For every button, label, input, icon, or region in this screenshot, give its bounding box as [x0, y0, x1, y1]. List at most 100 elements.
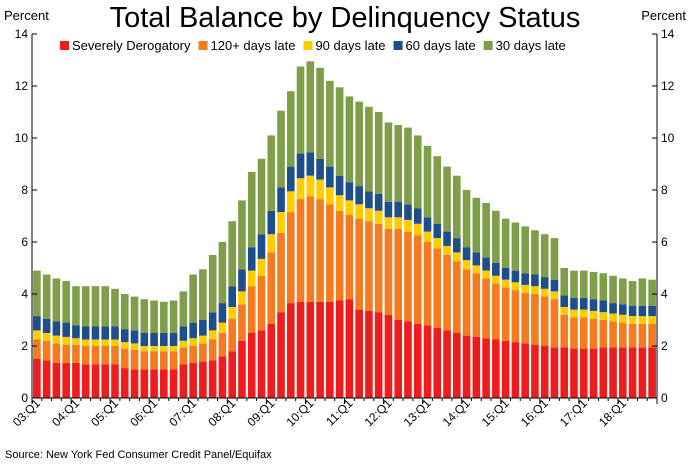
bar-08:Q3-series-4 [247, 171, 256, 248]
bar-08:Q1-series-1 [228, 318, 237, 352]
y-tick-label-right: 14 [661, 27, 675, 41]
y-tick-label-right: 0 [661, 391, 668, 405]
bar-13:Q3-series-2 [443, 245, 451, 255]
bar-17:Q2-series-3 [589, 299, 598, 311]
bar-08:Q2-series-3 [238, 269, 246, 292]
bar-12:Q2-series-0 [394, 320, 403, 398]
bar-18:Q2-series-3 [628, 305, 637, 317]
bar-13:Q3-series-4 [443, 166, 451, 232]
bar-03:Q1-series-4 [33, 270, 41, 317]
bar-05:Q2-series-1 [120, 348, 129, 369]
y-tick-label-left: 0 [21, 391, 28, 405]
bar-06:Q2-series-2 [160, 346, 168, 352]
bar-03:Q2-series-0 [42, 360, 51, 398]
bar-13:Q4-series-0 [453, 333, 461, 398]
bar-14:Q3-series-4 [482, 203, 490, 258]
x-tick-label: 05:Q1 [88, 396, 121, 429]
bar-05:Q4-series-0 [140, 369, 149, 398]
bar-16:Q2-series-4 [550, 238, 559, 280]
bar-04:Q4-series-1 [101, 346, 110, 365]
bar-17:Q1-series-3 [579, 297, 588, 310]
bar-13:Q1-series-1 [423, 242, 432, 326]
bar-16:Q3-series-2 [560, 307, 569, 315]
bar-04:Q2-series-4 [81, 286, 90, 327]
bar-18:Q3-series-2 [638, 316, 647, 324]
bar-16:Q3-series-1 [560, 314, 569, 348]
bar-03:Q1-series-3 [33, 316, 41, 331]
bar-03:Q1-series-1 [33, 339, 41, 359]
bar-15:Q4-series-4 [531, 230, 539, 275]
bar-18:Q2-series-2 [628, 316, 637, 324]
bar-06:Q1-series-3 [150, 333, 158, 346]
bar-05:Q4-series-3 [140, 333, 149, 346]
bar-07:Q4-series-4 [218, 242, 227, 304]
bar-15:Q3-series-2 [521, 284, 529, 293]
bar-03:Q4-series-4 [62, 281, 70, 323]
bar-11:Q1-series-3 [345, 182, 354, 201]
bar-08:Q1-series-2 [228, 307, 237, 319]
bar-03:Q1-series-0 [33, 359, 41, 398]
bar-13:Q2-series-0 [433, 327, 442, 398]
bar-08:Q4-series-2 [257, 258, 266, 276]
bar-18:Q4-series-0 [648, 347, 656, 398]
bar-12:Q3-series-1 [404, 231, 412, 322]
bar-12:Q2-series-3 [394, 201, 403, 218]
legend: Severely Derogatory 120+ days late 90 days… [60, 38, 566, 53]
bar-15:Q2-series-0 [511, 342, 520, 398]
bar-03:Q3-series-0 [52, 362, 61, 398]
bar-16:Q4-series-3 [570, 297, 578, 310]
bar-04:Q2-series-0 [81, 364, 90, 398]
bar-11:Q3-series-1 [365, 221, 373, 311]
bar-14:Q4-series-0 [492, 339, 500, 398]
bar-05:Q3-series-3 [130, 330, 139, 344]
bar-14:Q2-series-0 [472, 336, 481, 398]
bar-10:Q1-series-3 [306, 152, 315, 176]
bar-04:Q3-series-1 [91, 346, 100, 365]
bar-07:Q3-series-2 [208, 330, 217, 340]
bar-15:Q3-series-4 [521, 226, 529, 274]
y-tick-label-left: 12 [15, 79, 29, 93]
bar-12:Q4-series-0 [413, 323, 422, 398]
bar-12:Q3-series-3 [404, 204, 412, 220]
bar-06:Q3-series-0 [169, 369, 178, 398]
x-tick-label: 08:Q1 [205, 396, 238, 429]
bar-05:Q4-series-1 [140, 351, 149, 370]
bar-12:Q3-series-4 [404, 127, 412, 205]
bar-04:Q2-series-3 [81, 326, 90, 340]
bar-10:Q3-series-1 [326, 204, 334, 302]
bar-04:Q1-series-1 [72, 344, 80, 363]
bar-14:Q2-series-3 [472, 252, 481, 266]
bar-05:Q1-series-2 [111, 339, 119, 346]
bar-14:Q4-series-3 [492, 262, 500, 276]
bar-14:Q1-series-3 [462, 247, 471, 261]
bar-03:Q4-series-1 [62, 344, 70, 363]
y-tick-label-left: 14 [15, 27, 29, 41]
y-tick-label-right: 10 [661, 131, 675, 145]
bar-09:Q2-series-1 [277, 232, 285, 313]
bar-17:Q4-series-1 [609, 321, 617, 348]
bar-04:Q1-series-3 [72, 325, 80, 339]
bar-04:Q3-series-2 [91, 339, 100, 346]
bar-13:Q1-series-2 [423, 231, 432, 242]
bar-12:Q1-series-1 [384, 229, 393, 315]
y-axis-label-left: Percent [4, 8, 49, 23]
bar-16:Q2-series-2 [550, 291, 559, 300]
bar-03:Q3-series-1 [52, 343, 61, 363]
bar-13:Q2-series-4 [433, 156, 442, 224]
chart-title: Total Balance by Delinquency Status [110, 2, 581, 34]
bar-06:Q3-series-3 [169, 333, 178, 346]
bar-05:Q3-series-4 [130, 296, 139, 331]
bar-16:Q4-series-4 [570, 270, 578, 298]
y-tick-label-right: 6 [661, 235, 668, 249]
bar-16:Q2-series-1 [550, 299, 559, 348]
bar-18:Q2-series-0 [628, 347, 637, 398]
bar-14:Q4-series-4 [492, 210, 500, 263]
bar-05:Q4-series-2 [140, 346, 149, 352]
bar-07:Q4-series-2 [218, 322, 227, 333]
bar-04:Q3-series-4 [91, 286, 100, 327]
bar-06:Q2-series-4 [160, 301, 168, 333]
bar-10:Q4-series-1 [335, 210, 344, 301]
bar-05:Q1-series-4 [111, 288, 119, 327]
bar-13:Q3-series-0 [443, 330, 451, 398]
bar-10:Q1-series-0 [306, 301, 315, 398]
